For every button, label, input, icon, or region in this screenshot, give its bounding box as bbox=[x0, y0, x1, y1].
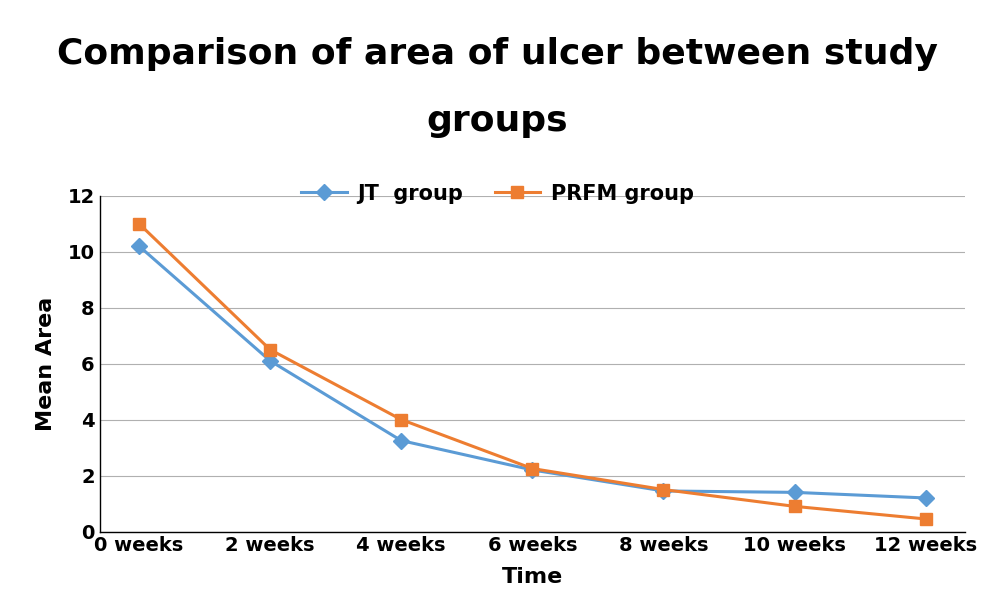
Text: groups: groups bbox=[426, 104, 568, 138]
PRFM group bbox=[133, 220, 145, 227]
PRFM group bbox=[395, 416, 407, 423]
Line: PRFM group: PRFM group bbox=[133, 218, 930, 524]
PRFM group bbox=[526, 465, 538, 472]
Line: JT  group: JT group bbox=[133, 240, 930, 503]
X-axis label: Time: Time bbox=[501, 566, 563, 587]
PRFM group bbox=[788, 503, 800, 510]
Text: Comparison of area of ulcer between study: Comparison of area of ulcer between stud… bbox=[57, 37, 937, 71]
PRFM group bbox=[263, 346, 275, 353]
PRFM group bbox=[657, 486, 669, 493]
JT  group bbox=[788, 489, 800, 496]
PRFM group bbox=[918, 515, 930, 522]
Legend: JT  group, PRFM group: JT group, PRFM group bbox=[292, 175, 702, 212]
Y-axis label: Mean Area: Mean Area bbox=[36, 296, 57, 431]
JT  group bbox=[657, 488, 669, 495]
JT  group bbox=[526, 466, 538, 474]
JT  group bbox=[133, 242, 145, 249]
JT  group bbox=[263, 357, 275, 364]
JT  group bbox=[918, 494, 930, 502]
JT  group bbox=[395, 437, 407, 444]
